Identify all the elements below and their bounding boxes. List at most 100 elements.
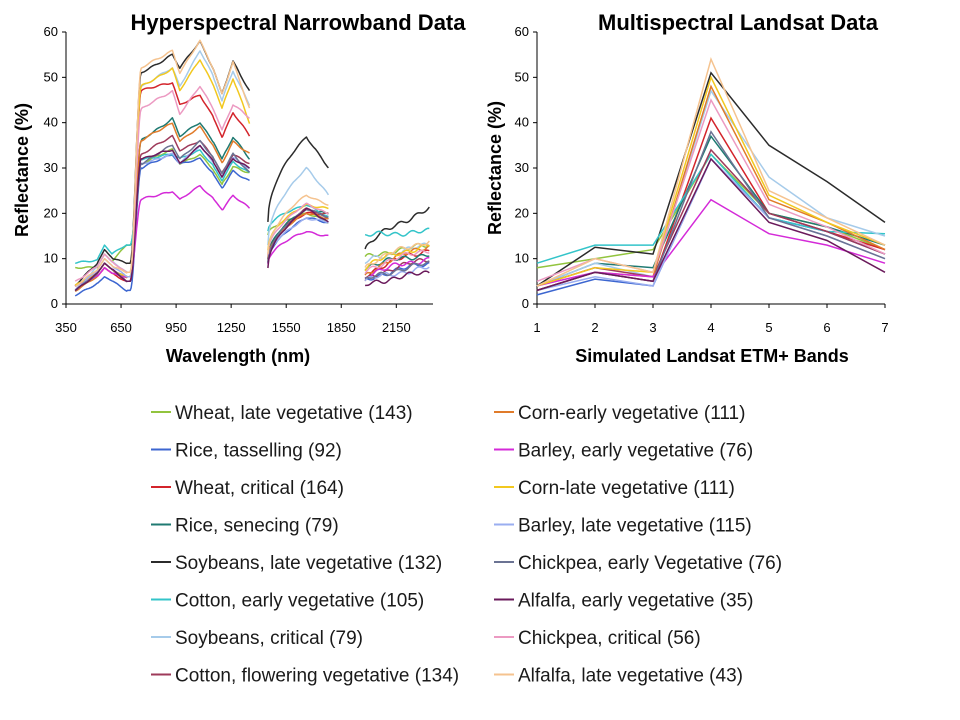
legend-item: Barley, early vegetative (76)	[494, 441, 753, 462]
y-tick-label: 20	[44, 205, 58, 220]
y-tick-label: 20	[515, 205, 529, 220]
x-tick-label: 2150	[382, 320, 411, 335]
hyper-series-line	[75, 149, 250, 265]
multispectral-title: Multispectral Landsat Data	[598, 10, 879, 35]
multi-series-line	[536, 116, 886, 292]
legend-item: Alfalfa, late vegetative (43)	[494, 666, 743, 687]
x-tick-label: 1850	[327, 320, 356, 335]
legend-label: Chickpea, early Vegetative (76)	[518, 553, 782, 574]
legend-item: Wheat, late vegetative (143)	[151, 403, 413, 424]
multi-series-line	[536, 157, 886, 292]
legend-label: Rice, tasselling (92)	[175, 441, 342, 462]
legend-label: Alfalfa, late vegetative (43)	[518, 666, 743, 687]
legend-label: Barley, early vegetative (76)	[518, 441, 753, 462]
legend-item: Barley, late vegetative (115)	[494, 516, 752, 537]
y-tick-label: 40	[44, 115, 58, 130]
legend-item: Cotton, early vegetative (105)	[151, 591, 424, 612]
legend-label: Alfalfa, early vegetative (35)	[518, 591, 754, 612]
hyper-series-line	[267, 217, 329, 263]
y-tick-label: 50	[515, 69, 529, 84]
multispectral-axes: 0 10 20 30 40 50 60 1 2 3 4 5 6 7	[515, 24, 889, 335]
multispectral-xlabel: Simulated Landsat ETM+ Bands	[575, 346, 849, 366]
hyperspectral-axes: 0 10 20 30 40 50 60 350 650 950 1250 1550 1850 2150	[44, 24, 433, 335]
x-tick-label: 2	[591, 320, 598, 335]
hyper-series-line	[364, 243, 430, 272]
hyper-series-line	[364, 253, 430, 271]
x-tick-label: 5	[765, 320, 772, 335]
y-tick-label: 60	[44, 24, 58, 39]
hyperspectral-chart: Hyperspectral Narrowband Data Reflectanc…	[12, 10, 466, 366]
legend-item: Cotton, flowering vegetative (134)	[151, 666, 459, 687]
x-tick-label: 4	[707, 320, 714, 335]
legend-item: Soybeans, late vegetative (132)	[151, 553, 442, 574]
x-tick-label: 6	[823, 320, 830, 335]
legend-item: Soybeans, critical (79)	[151, 628, 363, 649]
y-tick-label: 0	[522, 296, 529, 311]
hyper-series-line	[267, 204, 329, 232]
x-tick-label: 1	[533, 320, 540, 335]
x-tick-label: 650	[110, 320, 132, 335]
legend-item: Chickpea, early Vegetative (76)	[494, 553, 782, 574]
hyperspectral-title: Hyperspectral Narrowband Data	[131, 10, 467, 35]
hyper-series-line	[267, 231, 329, 265]
y-tick-label: 10	[515, 251, 529, 266]
multi-series-line	[536, 71, 886, 287]
hyper-series-line	[74, 122, 250, 292]
x-tick-label: 1550	[272, 320, 301, 335]
multispectral-ylabel: Reflectance (%)	[485, 101, 505, 235]
legend-label: Cotton, flowering vegetative (134)	[175, 666, 459, 687]
x-tick-label: 1250	[217, 320, 246, 335]
legend-item: Rice, senecing (79)	[151, 516, 339, 537]
legend-item: Wheat, critical (164)	[151, 478, 344, 499]
legend-item: Corn-late vegetative (111)	[494, 478, 735, 499]
hyper-series-line	[74, 144, 250, 292]
legend-label: Corn-late vegetative (111)	[518, 478, 735, 499]
multispectral-series	[536, 56, 886, 296]
hyper-series-line	[364, 240, 430, 268]
y-tick-label: 30	[515, 160, 529, 175]
x-tick-label: 950	[165, 320, 187, 335]
legend-label: Soybeans, late vegetative (132)	[175, 553, 442, 574]
multi-series-line	[536, 75, 886, 287]
hyper-series-line	[364, 249, 430, 275]
multi-series-line	[536, 198, 886, 287]
y-tick-label: 10	[44, 251, 58, 266]
hyper-series-line	[74, 40, 251, 287]
legend-label: Barley, late vegetative (115)	[518, 516, 752, 537]
y-tick-label: 30	[44, 160, 58, 175]
hyperspectral-series	[74, 39, 430, 297]
y-tick-label: 40	[515, 115, 529, 130]
legend-label: Soybeans, critical (79)	[175, 628, 363, 649]
hyper-series-line	[267, 207, 329, 269]
hyper-series-line	[365, 270, 430, 287]
legend-label: Corn-early vegetative (111)	[518, 403, 745, 424]
y-tick-label: 60	[515, 24, 529, 39]
x-tick-label: 350	[55, 320, 77, 335]
legend-item: Chickpea, critical (56)	[494, 628, 701, 649]
hyperspectral-ylabel: Reflectance (%)	[12, 103, 32, 237]
legend-label: Chickpea, critical (56)	[518, 628, 701, 649]
x-tick-label: 7	[881, 320, 888, 335]
hyper-series-line	[364, 227, 430, 237]
y-tick-label: 0	[51, 296, 58, 311]
hyper-series-line	[267, 166, 330, 246]
legend-label: Rice, senecing (79)	[175, 516, 339, 537]
legend: Wheat, late vegetative (143) Rice, tassel…	[151, 403, 782, 687]
legend-item: Alfalfa, early vegetative (35)	[494, 591, 754, 612]
hyper-series-line	[364, 266, 430, 282]
multispectral-chart: Multispectral Landsat Data Reflectance (…	[485, 10, 889, 366]
x-tick-label: 3	[649, 320, 656, 335]
legend-item: Corn-early vegetative (111)	[494, 403, 745, 424]
hyper-series-line	[74, 184, 251, 288]
hyper-series-line	[267, 136, 329, 222]
legend-label: Cotton, early vegetative (105)	[175, 591, 424, 612]
hyper-series-line	[267, 202, 329, 255]
hyper-series-line	[364, 206, 430, 250]
legend-label: Wheat, critical (164)	[175, 478, 344, 499]
multi-series-line	[536, 56, 886, 287]
hyper-series-line	[74, 39, 251, 287]
legend-item: Rice, tasselling (92)	[151, 441, 342, 462]
hyper-series-line	[267, 194, 329, 254]
legend-label: Wheat, late vegetative (143)	[175, 403, 413, 424]
